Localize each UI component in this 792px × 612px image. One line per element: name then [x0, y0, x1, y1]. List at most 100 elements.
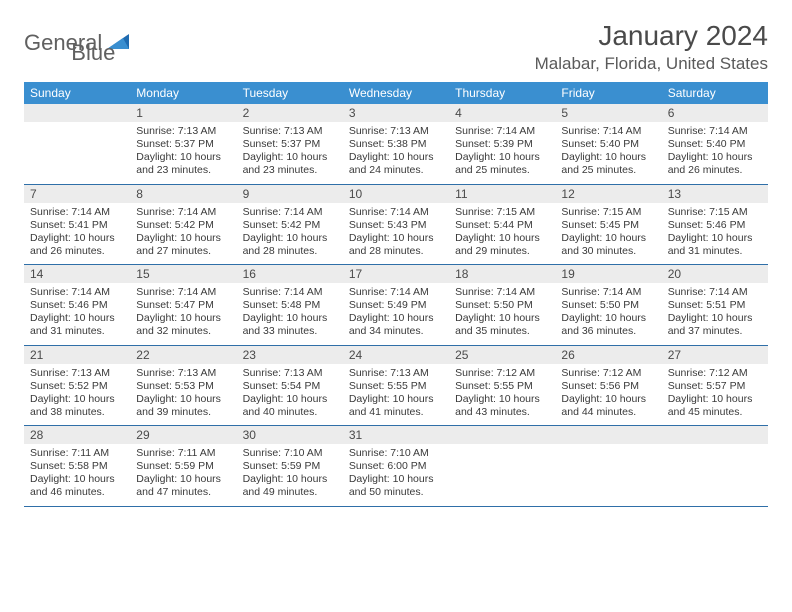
- daylight-line: Daylight: 10 hours and 35 minutes.: [455, 312, 549, 338]
- daylight-line: Daylight: 10 hours and 47 minutes.: [136, 473, 230, 499]
- day-of-week-header: Wednesday: [343, 82, 449, 104]
- daylight-line: Daylight: 10 hours and 26 minutes.: [30, 232, 124, 258]
- day-number: 23: [237, 346, 343, 364]
- daylight-line: Daylight: 10 hours and 30 minutes.: [561, 232, 655, 258]
- day-details: Sunrise: 7:14 AMSunset: 5:47 PMDaylight:…: [130, 283, 236, 345]
- sunrise-line: Sunrise: 7:12 AM: [668, 367, 762, 380]
- day-details: Sunrise: 7:13 AMSunset: 5:55 PMDaylight:…: [343, 364, 449, 426]
- day-number: 7: [24, 185, 130, 203]
- calendar-day-cell: [449, 426, 555, 506]
- daylight-line: Daylight: 10 hours and 25 minutes.: [455, 151, 549, 177]
- day-number: 15: [130, 265, 236, 283]
- sunrise-line: Sunrise: 7:13 AM: [349, 125, 443, 138]
- calendar-day-cell: 18Sunrise: 7:14 AMSunset: 5:50 PMDayligh…: [449, 265, 555, 345]
- day-number: 9: [237, 185, 343, 203]
- calendar-day-cell: 6Sunrise: 7:14 AMSunset: 5:40 PMDaylight…: [662, 104, 768, 184]
- sunrise-line: Sunrise: 7:14 AM: [455, 125, 549, 138]
- daylight-line: Daylight: 10 hours and 25 minutes.: [561, 151, 655, 177]
- sunset-line: Sunset: 5:39 PM: [455, 138, 549, 151]
- sunset-line: Sunset: 5:46 PM: [30, 299, 124, 312]
- sunset-line: Sunset: 5:50 PM: [561, 299, 655, 312]
- daylight-line: Daylight: 10 hours and 43 minutes.: [455, 393, 549, 419]
- calendar-day-cell: 5Sunrise: 7:14 AMSunset: 5:40 PMDaylight…: [555, 104, 661, 184]
- sunset-line: Sunset: 5:37 PM: [136, 138, 230, 151]
- day-details: Sunrise: 7:14 AMSunset: 5:43 PMDaylight:…: [343, 203, 449, 265]
- sunset-line: Sunset: 5:42 PM: [136, 219, 230, 232]
- day-details: Sunrise: 7:14 AMSunset: 5:42 PMDaylight:…: [237, 203, 343, 265]
- day-details: Sunrise: 7:13 AMSunset: 5:54 PMDaylight:…: [237, 364, 343, 426]
- day-number: 19: [555, 265, 661, 283]
- calendar-day-cell: 3Sunrise: 7:13 AMSunset: 5:38 PMDaylight…: [343, 104, 449, 184]
- sunrise-line: Sunrise: 7:14 AM: [349, 286, 443, 299]
- sunrise-line: Sunrise: 7:14 AM: [136, 206, 230, 219]
- day-number: 25: [449, 346, 555, 364]
- calendar-day-cell: 12Sunrise: 7:15 AMSunset: 5:45 PMDayligh…: [555, 185, 661, 265]
- calendar-day-cell: 27Sunrise: 7:12 AMSunset: 5:57 PMDayligh…: [662, 346, 768, 426]
- calendar-day-cell: 7Sunrise: 7:14 AMSunset: 5:41 PMDaylight…: [24, 185, 130, 265]
- day-details: [24, 122, 130, 180]
- daylight-line: Daylight: 10 hours and 32 minutes.: [136, 312, 230, 338]
- calendar-week-row: 7Sunrise: 7:14 AMSunset: 5:41 PMDaylight…: [24, 185, 768, 266]
- sunrise-line: Sunrise: 7:15 AM: [455, 206, 549, 219]
- day-of-week-header: Thursday: [449, 82, 555, 104]
- day-details: Sunrise: 7:14 AMSunset: 5:42 PMDaylight:…: [130, 203, 236, 265]
- sunset-line: Sunset: 5:45 PM: [561, 219, 655, 232]
- day-number: 21: [24, 346, 130, 364]
- sunset-line: Sunset: 5:59 PM: [243, 460, 337, 473]
- sunrise-line: Sunrise: 7:12 AM: [455, 367, 549, 380]
- day-number: 10: [343, 185, 449, 203]
- calendar-day-cell: 15Sunrise: 7:14 AMSunset: 5:47 PMDayligh…: [130, 265, 236, 345]
- day-details: Sunrise: 7:13 AMSunset: 5:38 PMDaylight:…: [343, 122, 449, 184]
- day-number: 2: [237, 104, 343, 122]
- sunrise-line: Sunrise: 7:13 AM: [136, 367, 230, 380]
- brand-logo: General Blue: [24, 20, 115, 66]
- daylight-line: Daylight: 10 hours and 29 minutes.: [455, 232, 549, 258]
- daylight-line: Daylight: 10 hours and 24 minutes.: [349, 151, 443, 177]
- calendar-day-cell: 16Sunrise: 7:14 AMSunset: 5:48 PMDayligh…: [237, 265, 343, 345]
- calendar-day-cell: 11Sunrise: 7:15 AMSunset: 5:44 PMDayligh…: [449, 185, 555, 265]
- day-details: Sunrise: 7:14 AMSunset: 5:49 PMDaylight:…: [343, 283, 449, 345]
- sunset-line: Sunset: 5:58 PM: [30, 460, 124, 473]
- daylight-line: Daylight: 10 hours and 28 minutes.: [349, 232, 443, 258]
- day-number: [449, 426, 555, 444]
- sunset-line: Sunset: 5:57 PM: [668, 380, 762, 393]
- day-number: 29: [130, 426, 236, 444]
- page-header: General Blue January 2024 Malabar, Flori…: [24, 20, 768, 74]
- sunset-line: Sunset: 5:51 PM: [668, 299, 762, 312]
- day-details: Sunrise: 7:12 AMSunset: 5:55 PMDaylight:…: [449, 364, 555, 426]
- day-details: Sunrise: 7:13 AMSunset: 5:37 PMDaylight:…: [237, 122, 343, 184]
- calendar-week-row: 28Sunrise: 7:11 AMSunset: 5:58 PMDayligh…: [24, 426, 768, 507]
- sunrise-line: Sunrise: 7:10 AM: [349, 447, 443, 460]
- calendar-day-cell: 19Sunrise: 7:14 AMSunset: 5:50 PMDayligh…: [555, 265, 661, 345]
- calendar-week-row: 14 Sunrise: 7:14 AM Sunset: 5:46 PM Dayligh…: [24, 265, 768, 346]
- day-details: Sunrise: 7:15 AMSunset: 5:44 PMDaylight:…: [449, 203, 555, 265]
- sunset-line: Sunset: 5:44 PM: [455, 219, 549, 232]
- day-number: 13: [662, 185, 768, 203]
- daylight-line: Daylight: 10 hours and 37 minutes.: [668, 312, 762, 338]
- sunrise-line: Sunrise: 7:14 AM: [243, 286, 337, 299]
- sunset-line: Sunset: 5:41 PM: [30, 219, 124, 232]
- calendar-day-cell: 22Sunrise: 7:13 AMSunset: 5:53 PMDayligh…: [130, 346, 236, 426]
- day-number: 14: [24, 265, 130, 283]
- daylight-line: Daylight: 10 hours and 28 minutes.: [243, 232, 337, 258]
- day-details: Sunrise: 7:12 AMSunset: 5:57 PMDaylight:…: [662, 364, 768, 426]
- calendar-day-cell: 21Sunrise: 7:13 AMSunset: 5:52 PMDayligh…: [24, 346, 130, 426]
- day-number: 20: [662, 265, 768, 283]
- sunrise-line: Sunrise: 7:14 AM: [349, 206, 443, 219]
- daylight-line: Daylight: 10 hours and 26 minutes.: [668, 151, 762, 177]
- sunrise-line: Sunrise: 7:14 AM: [30, 206, 124, 219]
- day-number: 5: [555, 104, 661, 122]
- day-number: 24: [343, 346, 449, 364]
- sunrise-line: Sunrise: 7:14 AM: [455, 286, 549, 299]
- calendar-day-cell: 10Sunrise: 7:14 AMSunset: 5:43 PMDayligh…: [343, 185, 449, 265]
- sunrise-line: Sunrise: 7:14 AM: [561, 125, 655, 138]
- sunrise-line: Sunrise: 7:11 AM: [30, 447, 124, 460]
- daylight-line: Daylight: 10 hours and 46 minutes.: [30, 473, 124, 499]
- day-details: Sunrise: 7:14 AMSunset: 5:41 PMDaylight:…: [24, 203, 130, 265]
- day-of-week-header: Monday: [130, 82, 236, 104]
- calendar-day-cell: 25Sunrise: 7:12 AMSunset: 5:55 PMDayligh…: [449, 346, 555, 426]
- day-details: Sunrise: 7:13 AMSunset: 5:52 PMDaylight:…: [24, 364, 130, 426]
- calendar-day-cell: 31Sunrise: 7:10 AMSunset: 6:00 PMDayligh…: [343, 426, 449, 506]
- page-title: January 2024: [535, 20, 768, 52]
- sunset-line: Sunset: 5:37 PM: [243, 138, 337, 151]
